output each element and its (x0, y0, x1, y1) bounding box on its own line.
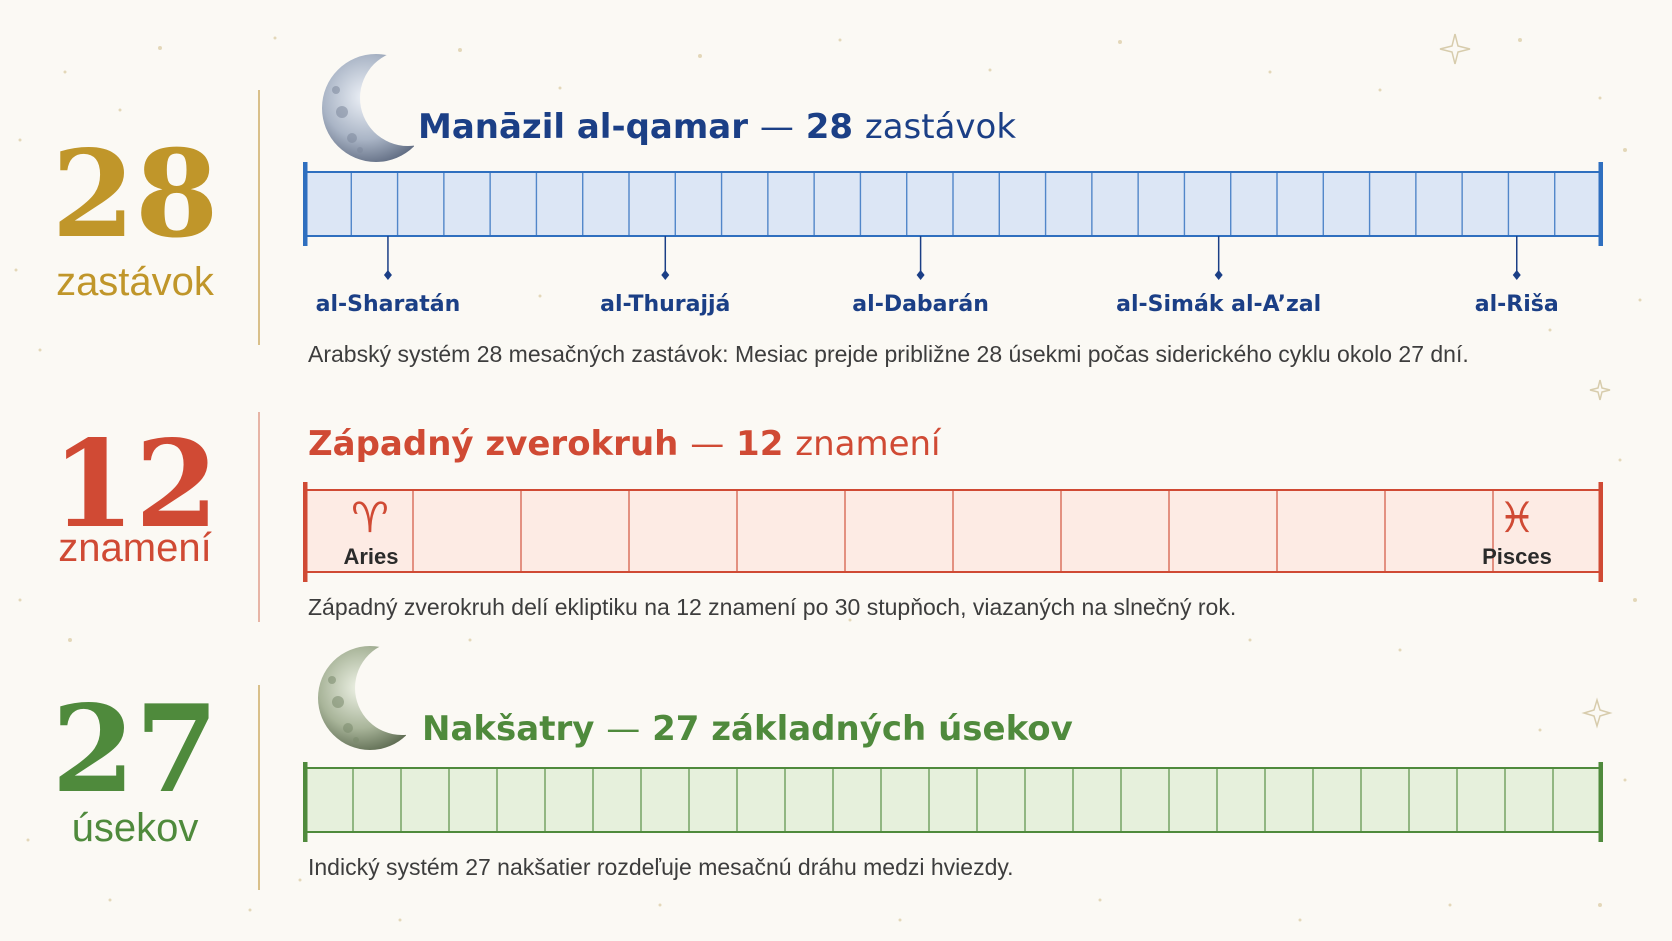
zodiac-title-name: Západný zverokruh (308, 424, 679, 464)
nakshatra-segment-bar (303, 762, 1603, 842)
station-label: al-Dabarán (852, 292, 989, 317)
station-label: al-Riša (1474, 292, 1559, 317)
zodiac-title-count: 12 (736, 424, 784, 464)
station-marker-diamond (916, 270, 925, 280)
manazil-title-name: Manāzil al-qamar (418, 107, 748, 147)
nakshatra-description: Indický systém 27 nakšatier rozdeľuje me… (308, 854, 1014, 880)
zodiac-segment-bar (303, 482, 1603, 582)
crescent-moon-icon (318, 646, 406, 750)
nakshatra-title-dash: — (606, 709, 641, 749)
pisces-label: Pisces (1482, 544, 1552, 569)
sparkle-star-icon (1581, 697, 1613, 729)
manazil-title-unit: zastávok (864, 107, 1017, 147)
zodiac-big-unit: znamení (58, 526, 212, 570)
station-marker-diamond (383, 270, 392, 280)
manazil-big-unit: zastávok (56, 260, 214, 304)
manazil-title-count: 28 (805, 107, 854, 147)
nakshatra-divider (258, 685, 260, 890)
zodiac-title-dash: — (690, 424, 725, 464)
nakshatra-title: Nakšatry — 27 základných úsekov (422, 712, 1073, 746)
sparkle-star-icon (1589, 379, 1611, 401)
nakshatra-big-number: 27 (51, 679, 219, 820)
nakshatra-title-count: 27 (652, 709, 700, 749)
zodiac-big-number: 12 (51, 414, 219, 555)
station-label: al-Thurajjá (600, 292, 731, 317)
zodiac-divider (258, 412, 260, 622)
nakshatra-bar-body (304, 767, 1602, 833)
nakshatra-title-name: Nakšatry (422, 709, 595, 749)
crescent-moon-icon (322, 54, 414, 162)
sparkle-star-icon (1439, 33, 1471, 65)
manazil-description: Arabský systém 28 mesačných zastávok: Me… (308, 341, 1469, 367)
pisces-icon: ♓ (1498, 493, 1536, 542)
zodiac-title: Západný zverokruh — 12 znamení (308, 427, 940, 461)
station-marker-diamond (1512, 270, 1521, 280)
aries-icon: ♈ (351, 493, 389, 542)
station-marker-diamond (661, 270, 670, 280)
aries-label: Aries (343, 544, 399, 569)
manazil-segment-bar (303, 162, 1603, 280)
station-label: al-Sharatán (315, 292, 461, 317)
zodiac-description: Západný zverokruh delí ekliptiku na 12 z… (308, 594, 1237, 620)
zodiac-title-unit: znamení (795, 424, 941, 464)
station-label: al-Simák al-A’zal (1116, 292, 1322, 317)
nakshatra-title-unit: základných úsekov (711, 709, 1073, 749)
manazil-big-number: 28 (51, 124, 219, 265)
manazil-divider (258, 90, 260, 345)
nakshatra-big-unit: úsekov (71, 806, 199, 850)
station-marker-diamond (1214, 270, 1223, 280)
manazil-title-dash: — (759, 107, 794, 147)
manazil-title: Manāzil al-qamar — 28 zastávok (418, 110, 1016, 144)
